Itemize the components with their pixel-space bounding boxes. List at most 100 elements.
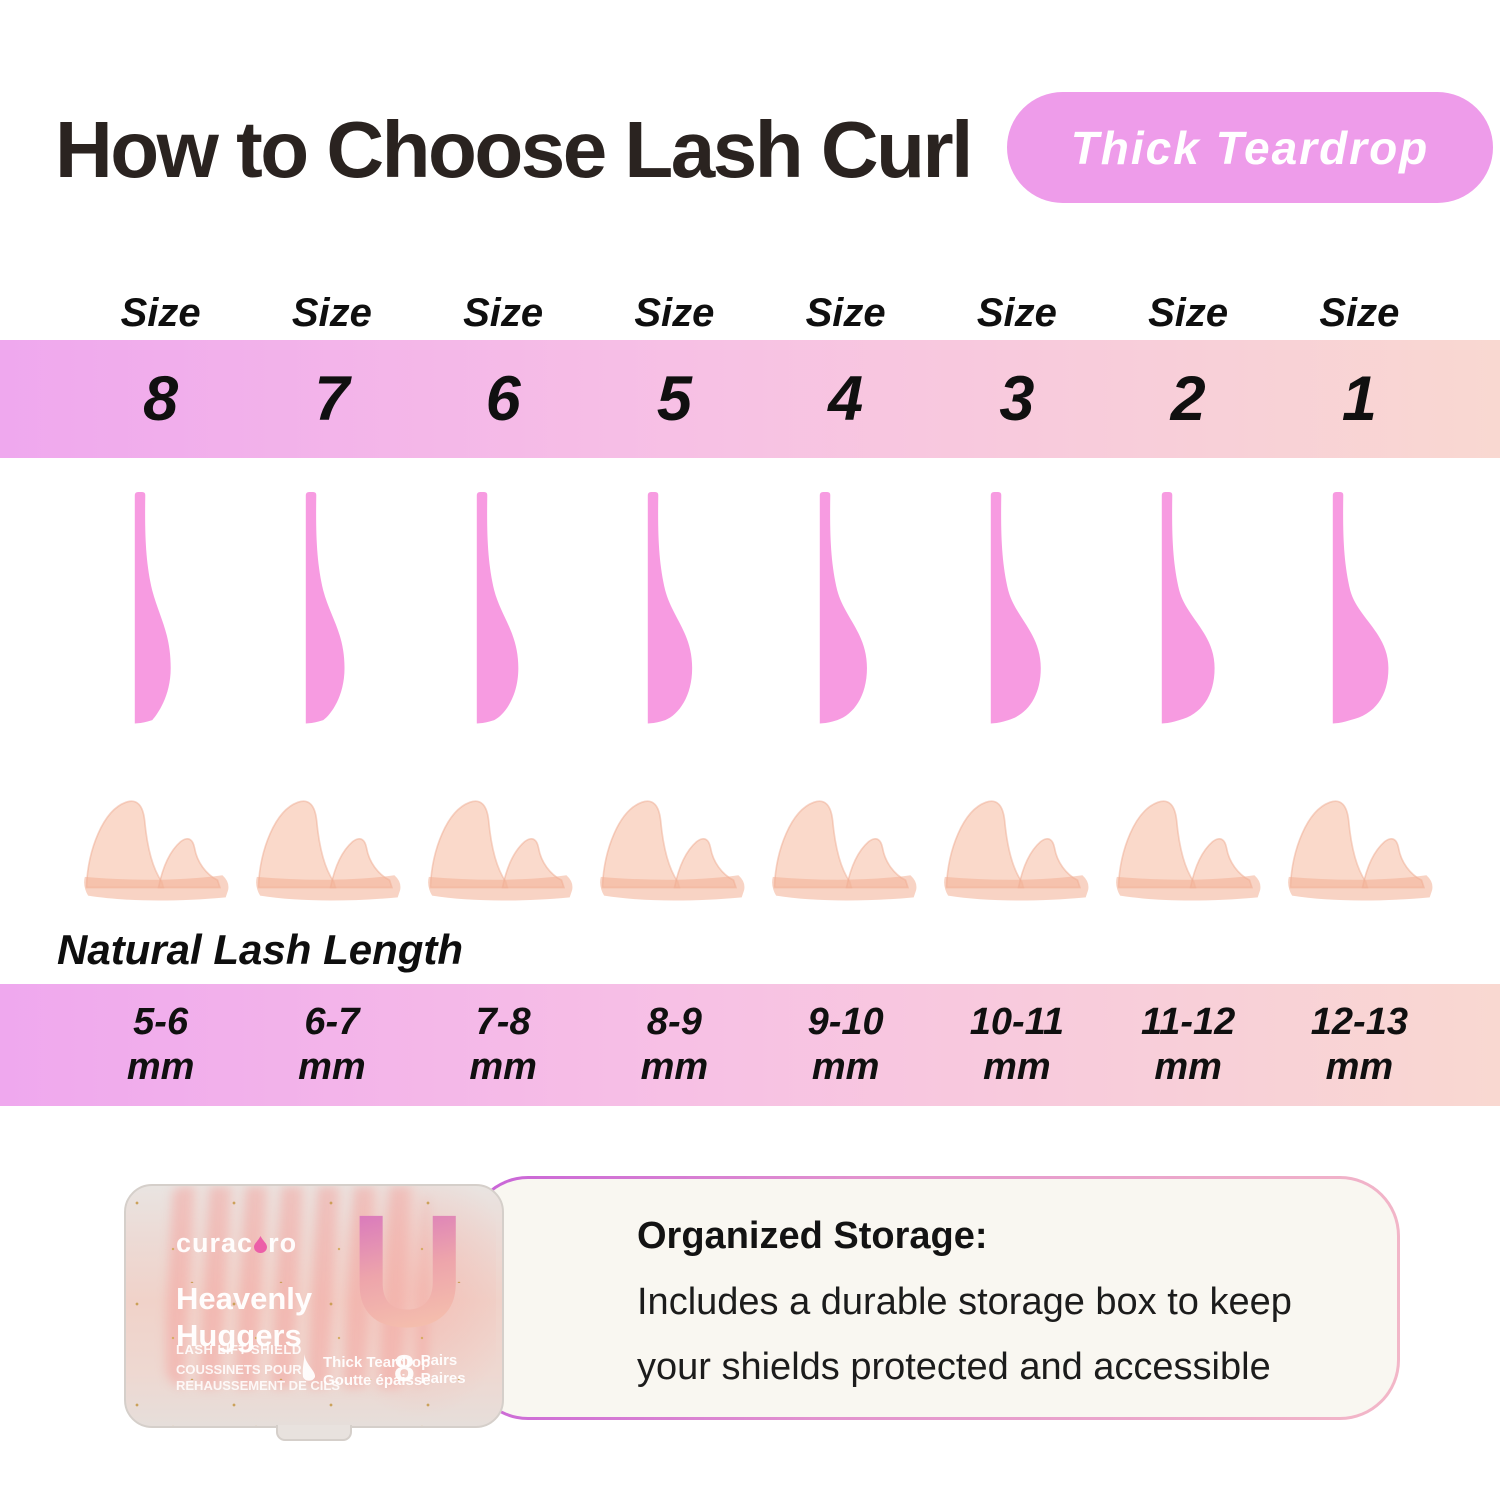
curl-shape-svg [648, 492, 693, 724]
curl-shape-svg [476, 492, 519, 724]
lash-length-value: 7-8 mm [418, 984, 589, 1106]
lash-length-band: 5-6 mm 6-7 mm 7-8 mm 8-9 mm 9-10 mm 10-11 mm 11-12 mm… [0, 984, 1500, 1106]
product-box-photo: U curac ro Heavenly Huggers LASH LIFT SH… [124, 1184, 504, 1441]
curl-shape-row [75, 490, 1445, 742]
shield-pair-photo [763, 778, 935, 920]
shield-pair-photo [1279, 778, 1451, 920]
lash-length-range: 8-9 [646, 1001, 702, 1043]
product-subtitle-fr: COUSSINETS POUR REHAUSSEMENT DE CILS [176, 1362, 340, 1394]
curl-shape-svg [1161, 492, 1215, 724]
box-style-fr: Goutte épaisse [323, 1372, 431, 1389]
box-style-block: Thick Teardrop Goutte épaisse [302, 1354, 431, 1390]
curl-shape-svg [990, 492, 1041, 724]
size-column-label: Size [291, 290, 372, 335]
shield-pair-photo [1107, 778, 1279, 920]
curl-shape-strip [0, 490, 1500, 742]
lash-length-heading: Natural Lash Length [57, 926, 464, 973]
lash-length-value: 10-11 mm [931, 984, 1102, 1106]
lash-length-value: 8-9 mm [589, 984, 760, 1106]
size-column-label: Size [1319, 290, 1400, 335]
curl-shape [75, 490, 246, 742]
lash-length-unit: mm [811, 1046, 880, 1088]
storage-card: Organized Storage: Includes a durable st… [468, 1176, 1400, 1420]
brand-logo: curac ro [176, 1228, 297, 1259]
lash-length-value: 6-7 mm [246, 984, 417, 1106]
lash-length-value: 5-6 mm [75, 984, 246, 1106]
size-column-label: Size [1148, 290, 1229, 335]
product-subtitle-fr-line1: COUSSINETS POUR [176, 1362, 302, 1377]
curl-shape [246, 490, 417, 742]
size-number-band: 8 7 6 5 4 3 2 1 [0, 340, 1500, 458]
brand-droplet-icon [254, 1236, 268, 1253]
shield-pair-photo [247, 778, 419, 920]
lash-length-unit: mm [126, 1046, 195, 1088]
lash-length-unit: mm [640, 1046, 709, 1088]
product-name: Heavenly Huggers [176, 1280, 312, 1354]
page-title: How to Choose Lash Curl [55, 105, 973, 194]
product-subtitle: LASH LIFT SHIELD [176, 1342, 302, 1357]
size-number: 5 [656, 364, 692, 434]
shield-photo-strip [0, 778, 1500, 920]
curl-shape [931, 490, 1102, 742]
lash-length-unit: mm [1154, 1046, 1222, 1088]
brand-prefix: curac [176, 1228, 254, 1258]
style-badge-label: Thick Teardrop [1070, 121, 1430, 174]
size-label-strip: Size Size Size Size Size Size Size Size [0, 288, 1500, 338]
size-number: 6 [485, 364, 521, 434]
lash-length-row: 5-6 mm 6-7 mm 7-8 mm 8-9 mm 9-10 mm 10-11 mm 11-12 mm… [75, 984, 1445, 1106]
box-count-unit-fr: Paires [420, 1370, 466, 1387]
size-column-label: Size [805, 290, 886, 335]
big-u-glyph: U [350, 1184, 466, 1360]
curl-shape-svg [819, 492, 867, 724]
style-badge: Thick Teardrop [1007, 92, 1493, 203]
product-name-line2: Huggers [176, 1318, 302, 1353]
size-column-label: Size [634, 290, 715, 335]
size-column-label: Size [120, 290, 201, 335]
lash-length-unit: mm [298, 1046, 366, 1088]
size-number: 3 [999, 364, 1035, 434]
curl-shape-svg [1333, 492, 1389, 724]
curl-shape [418, 490, 589, 742]
lash-length-unit: mm [1325, 1046, 1394, 1088]
shield-pair-photo [75, 778, 247, 920]
size-number: 2 [1170, 364, 1206, 434]
storage-card-body: Includes a durable storage box to keep y… [637, 1270, 1367, 1400]
big-u-letter: U [350, 1186, 466, 1360]
lash-length-range: 6-7 [304, 1001, 360, 1043]
curl-shape [1274, 490, 1445, 742]
curl-shape [760, 490, 931, 742]
brand-suffix: ro [268, 1228, 298, 1258]
size-label-row: Size Size Size Size Size Size Size Size [75, 288, 1445, 338]
size-column-label: Size [976, 290, 1057, 335]
curl-shape [589, 490, 760, 742]
size-number-row: 8 7 6 5 4 3 2 1 [75, 340, 1445, 458]
storage-card-inner: Organized Storage: Includes a durable st… [471, 1179, 1397, 1417]
size-number: 4 [828, 364, 864, 434]
lash-length-range: 10-11 [969, 1001, 1065, 1043]
lash-length-unit: mm [983, 1046, 1051, 1088]
shield-photo-row [75, 778, 1445, 920]
storage-card-heading: Organized Storage: [637, 1215, 988, 1257]
size-number: 7 [314, 364, 350, 434]
shield-pair-photo [591, 778, 763, 920]
curl-shape-svg [305, 492, 345, 724]
teardrop-icon [302, 1354, 316, 1381]
size-number: 8 [143, 364, 179, 434]
curl-shape-svg [134, 492, 171, 724]
size-number: 1 [1341, 364, 1377, 434]
lash-length-range: 11-12 [1140, 1001, 1236, 1043]
lash-length-unit: mm [469, 1046, 537, 1088]
lash-length-value: 9-10 mm [760, 984, 931, 1106]
lash-length-range: 9-10 [807, 1001, 884, 1043]
lash-length-range: 7-8 [475, 1001, 531, 1043]
shield-pair-photo [935, 778, 1107, 920]
size-column-label: Size [463, 290, 544, 335]
product-box-case: U curac ro Heavenly Huggers LASH LIFT SH… [124, 1184, 504, 1428]
box-count-block: 8 Pairs Paires [394, 1350, 466, 1388]
lash-length-value: 12-13 mm [1274, 984, 1445, 1106]
box-clasp [276, 1425, 352, 1441]
box-count-unit-en: Pairs [420, 1352, 458, 1369]
storage-card-body-line1: Includes a durable storage box to keep [637, 1281, 1292, 1323]
curl-shape [1103, 490, 1274, 742]
